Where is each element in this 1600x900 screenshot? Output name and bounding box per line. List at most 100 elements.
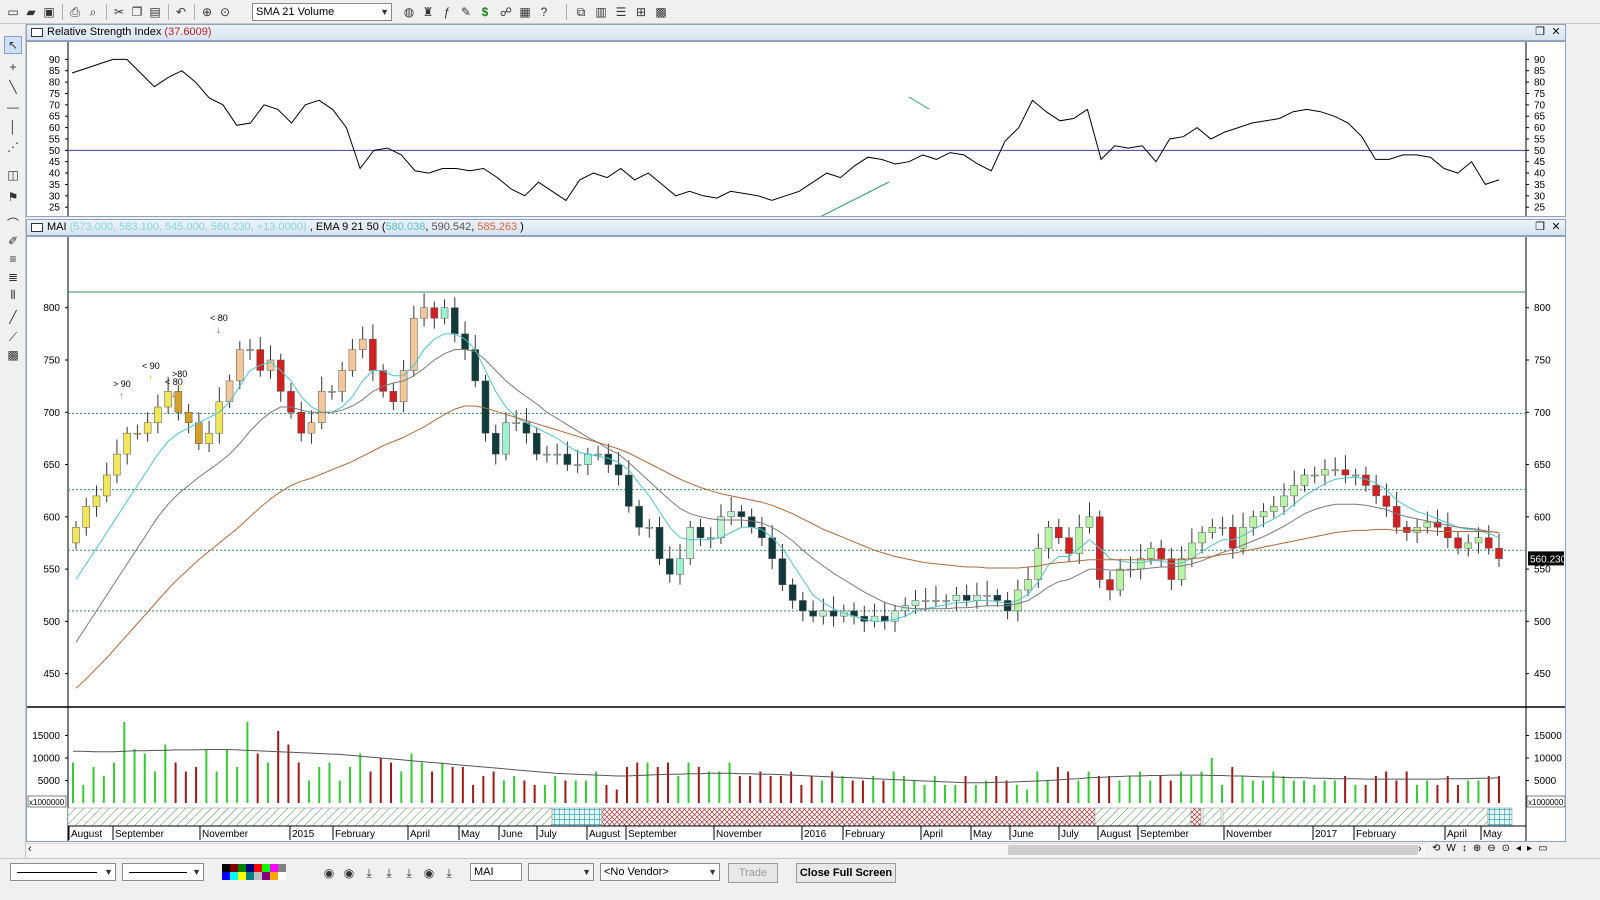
pointer-icon[interactable]: ↖	[4, 36, 22, 54]
speedline-icon[interactable]: ⟋	[8, 329, 18, 344]
candle-body	[420, 307, 428, 319]
zoom-icon[interactable]: ⊙	[219, 5, 231, 19]
study-icon[interactable]: ◍	[403, 5, 415, 19]
export-icon[interactable]: ⤓	[446, 866, 452, 880]
candle-body	[205, 432, 213, 444]
grid-icon[interactable]: ☰	[615, 5, 627, 19]
time-axis-label: April	[923, 829, 943, 840]
zoom-out-icon[interactable]: ⊖	[1487, 843, 1502, 854]
paste-icon[interactable]: ▤	[149, 5, 161, 19]
zoom-in-icon[interactable]: ⊕	[1472, 843, 1488, 854]
line-style-combo[interactable]: ▼	[10, 863, 116, 881]
copy-icon[interactable]: ❐	[131, 5, 143, 19]
horizontal-line-icon[interactable]: —	[7, 100, 19, 114]
last-icon[interactable]: ▭	[1538, 843, 1554, 854]
close-fullscreen-button[interactable]: Close Full Screen	[796, 863, 896, 883]
fibonacci-icon[interactable]: ⋰	[7, 140, 19, 154]
rsi-close-icon[interactable]: ✕	[1551, 26, 1561, 38]
scroll-right-icon[interactable]: ›	[1418, 843, 1422, 855]
windows-icon[interactable]: ⧉	[576, 5, 586, 19]
candle-body	[1300, 474, 1309, 486]
rsi-tick-label-right: 45	[1534, 157, 1546, 168]
cut-icon[interactable]: ✂	[113, 5, 125, 19]
signal-arrow-icon: ↑	[178, 381, 183, 392]
fit-icon[interactable]: ⟲	[1432, 843, 1447, 854]
text-tool-icon[interactable]: ≡	[9, 252, 17, 266]
scroll-left-icon[interactable]: ‹	[28, 843, 32, 855]
regime-band-segment	[1094, 807, 1192, 827]
line-width-combo[interactable]: ▼	[122, 863, 204, 881]
pattern-icon[interactable]: ▩	[7, 348, 19, 362]
rsi-trendline	[908, 96, 930, 110]
export-icon[interactable]: ⤓	[366, 866, 372, 880]
crosshair-tool-icon[interactable]: +	[9, 60, 17, 74]
time-axis-label: September	[628, 829, 678, 840]
period-combo[interactable]: ▼	[528, 863, 594, 881]
price-close-icon[interactable]: ✕	[1551, 221, 1561, 233]
gallery-icon[interactable]: ▦	[519, 5, 531, 19]
weekly-icon[interactable]: W	[1446, 843, 1462, 854]
daily-icon[interactable]: ↕	[1461, 843, 1473, 854]
binoculars-icon[interactable]: ☍	[499, 5, 513, 19]
layout-icon[interactable]: ▥	[595, 5, 607, 19]
cascade-icon[interactable]: ▩	[655, 5, 667, 19]
candle-body	[1423, 521, 1432, 528]
symbol-input[interactable]: MAI	[470, 863, 522, 881]
candle-body	[410, 317, 418, 371]
ray-icon[interactable]: ╱	[9, 310, 17, 324]
ema21-value: 590.542	[431, 221, 472, 233]
export-icon[interactable]: ⤓	[386, 866, 392, 880]
price-volume-pane[interactable]: 450 450 500 500 550 550 600 600 650 650 700 700 750 7…	[26, 236, 1567, 842]
gann-icon[interactable]: ⫴	[10, 287, 16, 302]
chrome-icon[interactable]: ◉	[323, 866, 335, 880]
vertical-line-icon[interactable]: │	[9, 120, 17, 134]
export-icon[interactable]: ⤓	[406, 866, 412, 880]
tile-icon[interactable]: ⊞	[635, 5, 647, 19]
candle-body	[1454, 537, 1462, 549]
candle-body	[983, 594, 991, 597]
candle-body	[543, 453, 551, 456]
print-preview-icon[interactable]: ⌕	[89, 5, 97, 19]
price-maximize-icon[interactable]: ❐	[1535, 221, 1545, 233]
line-style-sample	[17, 872, 97, 873]
study-combo[interactable]: SMA 21 Volume ▼	[252, 3, 392, 21]
scroll-thumb[interactable]	[1008, 845, 1418, 855]
crosshair-icon[interactable]: ⊕	[201, 5, 213, 19]
save-icon[interactable]: ▣	[43, 5, 55, 19]
trendline-icon[interactable]: ╲	[9, 80, 17, 94]
candle-body	[440, 307, 449, 319]
color-palette[interactable]	[222, 864, 288, 880]
chrome-icon[interactable]: ◉	[423, 866, 435, 880]
dollar-icon[interactable]: $	[481, 5, 489, 19]
candle-body	[1382, 495, 1391, 507]
pencil-icon[interactable]: ✐	[7, 234, 19, 248]
open-folder-icon[interactable]: ▰	[26, 5, 36, 19]
rsi-pane[interactable]: 25 25 30 30 35 35 40 40 45 45 50 50 55 55 60 60 65 65 70 70…	[26, 41, 1566, 218]
expert-icon[interactable]: ♜	[422, 5, 434, 19]
print-icon[interactable]: ⎙	[70, 5, 80, 19]
candle-body	[686, 527, 694, 559]
cycle-icon[interactable]: ◫	[7, 168, 19, 182]
candle-body	[430, 307, 439, 319]
help-icon[interactable]: ?	[540, 5, 548, 19]
bottom-toolbar: ▼ ▼ ◉ ◉ ⤓ ⤓ ⤓ ◉ ⤓ MAI ▼ <No Vendor> ▼ Tr…	[0, 858, 1600, 900]
flag-icon[interactable]: ⚑	[7, 190, 19, 204]
chrome-icon[interactable]: ◉	[343, 866, 355, 880]
reset-icon[interactable]: ⊙	[1501, 843, 1517, 854]
new-file-icon[interactable]: ▭	[7, 5, 19, 19]
candle-body	[1413, 527, 1421, 533]
page-right-icon[interactable]: ▸	[1527, 843, 1539, 854]
rsi-value: (37.6009)	[164, 26, 212, 38]
vendor-combo[interactable]: <No Vendor> ▼	[600, 863, 720, 881]
channel-icon[interactable]: ≣	[7, 270, 19, 284]
rsi-maximize-icon[interactable]: ❐	[1535, 26, 1545, 38]
undo-icon[interactable]: ↶	[175, 5, 187, 19]
function-icon[interactable]: ƒ	[443, 5, 451, 19]
page-left-icon[interactable]: ◂	[1516, 843, 1528, 854]
candle-body	[1085, 516, 1094, 528]
trade-button[interactable]: Trade	[728, 863, 778, 883]
time-axis-label: 2016	[804, 829, 827, 840]
draw-icon[interactable]: ✎	[460, 5, 472, 19]
arc-icon[interactable]: ⌒	[6, 216, 19, 231]
candle-body	[92, 495, 101, 507]
